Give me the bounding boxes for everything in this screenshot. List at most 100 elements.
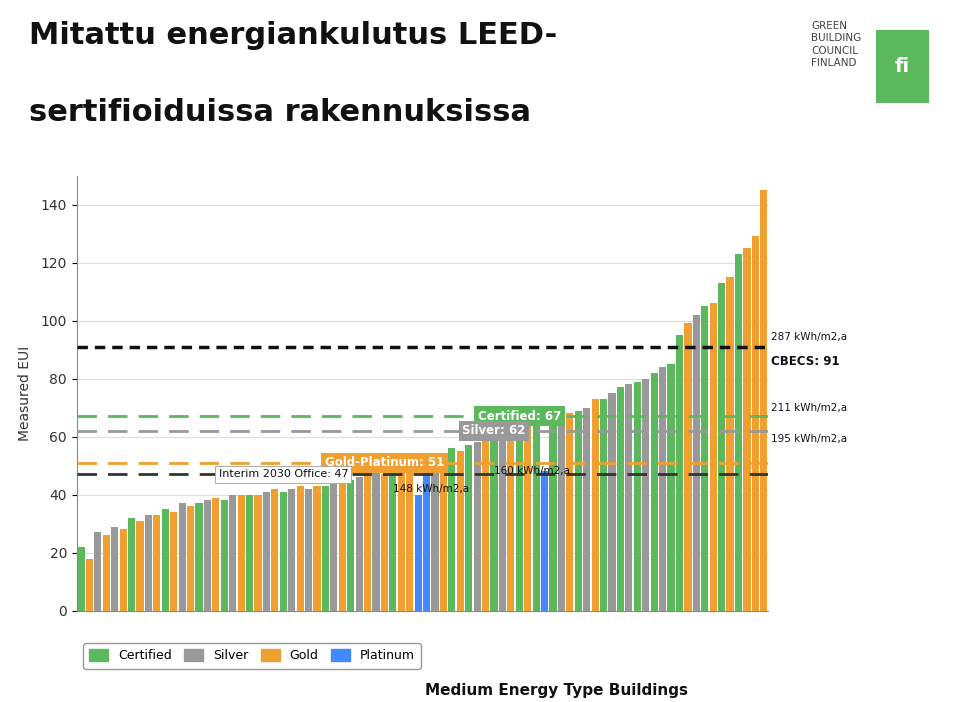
Y-axis label: Measured EUI: Measured EUI	[18, 345, 33, 441]
Bar	[533, 416, 540, 611]
Bar	[735, 254, 742, 611]
Bar	[314, 486, 321, 611]
Bar	[457, 451, 464, 611]
Bar	[575, 411, 582, 611]
Bar	[111, 526, 118, 611]
Text: Silver: 62: Silver: 62	[463, 424, 526, 437]
Bar	[507, 428, 515, 611]
Text: sertifioiduissa rakennuksissa: sertifioiduissa rakennuksissa	[29, 98, 531, 127]
Bar	[179, 503, 185, 611]
Bar	[642, 378, 649, 611]
Bar	[591, 399, 599, 611]
Bar	[701, 306, 708, 611]
Bar	[693, 314, 700, 611]
Text: 148 kWh/m2,a: 148 kWh/m2,a	[393, 484, 469, 494]
Text: 160 kWh/m2,a: 160 kWh/m2,a	[494, 465, 570, 476]
Bar	[272, 489, 278, 611]
Bar	[431, 460, 439, 611]
Bar	[660, 367, 666, 611]
Bar	[423, 472, 430, 611]
Bar	[549, 422, 557, 611]
Bar	[94, 532, 102, 611]
Bar	[196, 503, 203, 611]
Bar	[617, 388, 624, 611]
Bar	[103, 536, 109, 611]
Bar	[161, 509, 169, 611]
Bar	[288, 489, 296, 611]
Bar	[651, 373, 658, 611]
Bar	[355, 477, 363, 611]
Bar	[154, 515, 160, 611]
Bar	[390, 468, 396, 611]
Bar	[279, 492, 287, 611]
Text: GREEN
BUILDING
COUNCIL
FINLAND: GREEN BUILDING COUNCIL FINLAND	[811, 21, 861, 68]
Text: 195 kWh/m2,a: 195 kWh/m2,a	[771, 434, 847, 444]
Bar	[684, 324, 691, 611]
Bar	[297, 486, 303, 611]
Bar	[743, 248, 751, 611]
Text: 287 kWh/m2,a: 287 kWh/m2,a	[771, 332, 847, 343]
Bar	[634, 381, 641, 611]
Text: Gold-Platinum: 51: Gold-Platinum: 51	[324, 456, 444, 469]
Bar	[145, 515, 152, 611]
Bar	[667, 364, 675, 611]
Bar	[600, 399, 608, 611]
Text: 211 kWh/m2,a: 211 kWh/m2,a	[771, 404, 847, 413]
Bar	[482, 439, 490, 611]
Bar	[372, 472, 379, 611]
Text: Medium Energy Type Buildings: Medium Energy Type Buildings	[425, 684, 688, 698]
Bar	[727, 277, 733, 611]
Bar	[566, 413, 573, 611]
Bar	[381, 475, 388, 611]
Bar	[305, 489, 312, 611]
Bar	[204, 501, 211, 611]
Bar	[254, 495, 262, 611]
Bar	[440, 463, 447, 611]
Text: Mitattu energiankulutus LEED-: Mitattu energiankulutus LEED-	[29, 21, 557, 50]
Bar	[676, 335, 684, 611]
Legend: Certified, Silver, Gold, Platinum: Certified, Silver, Gold, Platinum	[84, 643, 420, 668]
Bar	[524, 422, 531, 611]
Bar	[246, 495, 253, 611]
Text: Interim 2030 Office: 47: Interim 2030 Office: 47	[219, 470, 348, 479]
Text: Certified: 67: Certified: 67	[478, 410, 561, 423]
Bar	[322, 486, 329, 611]
Bar	[136, 521, 144, 611]
Bar	[752, 237, 759, 611]
Bar	[516, 428, 523, 611]
Bar	[221, 501, 228, 611]
Bar	[229, 495, 236, 611]
Bar	[448, 449, 455, 611]
Bar	[718, 283, 725, 611]
Bar	[625, 385, 633, 611]
Bar	[364, 472, 372, 611]
Bar	[330, 483, 338, 611]
Bar	[709, 303, 717, 611]
Bar	[85, 559, 93, 611]
Bar	[491, 437, 497, 611]
Bar	[473, 442, 481, 611]
Bar	[237, 495, 245, 611]
Bar	[499, 431, 506, 611]
Bar	[128, 518, 135, 611]
Bar	[466, 445, 472, 611]
Bar	[339, 483, 346, 611]
Bar	[609, 393, 615, 611]
Bar	[212, 498, 220, 611]
Bar	[187, 506, 194, 611]
Bar	[415, 495, 421, 611]
Bar	[263, 492, 270, 611]
Bar	[760, 190, 767, 611]
Polygon shape	[876, 30, 929, 103]
Bar	[78, 547, 84, 611]
Bar	[541, 472, 548, 611]
Bar	[348, 480, 354, 611]
Bar	[120, 529, 127, 611]
Text: fi: fi	[895, 57, 910, 77]
Bar	[558, 419, 565, 611]
Bar	[583, 408, 590, 611]
Bar	[406, 463, 414, 611]
Text: CBECS: 91: CBECS: 91	[771, 355, 839, 368]
Bar	[397, 465, 405, 611]
Bar	[170, 512, 178, 611]
